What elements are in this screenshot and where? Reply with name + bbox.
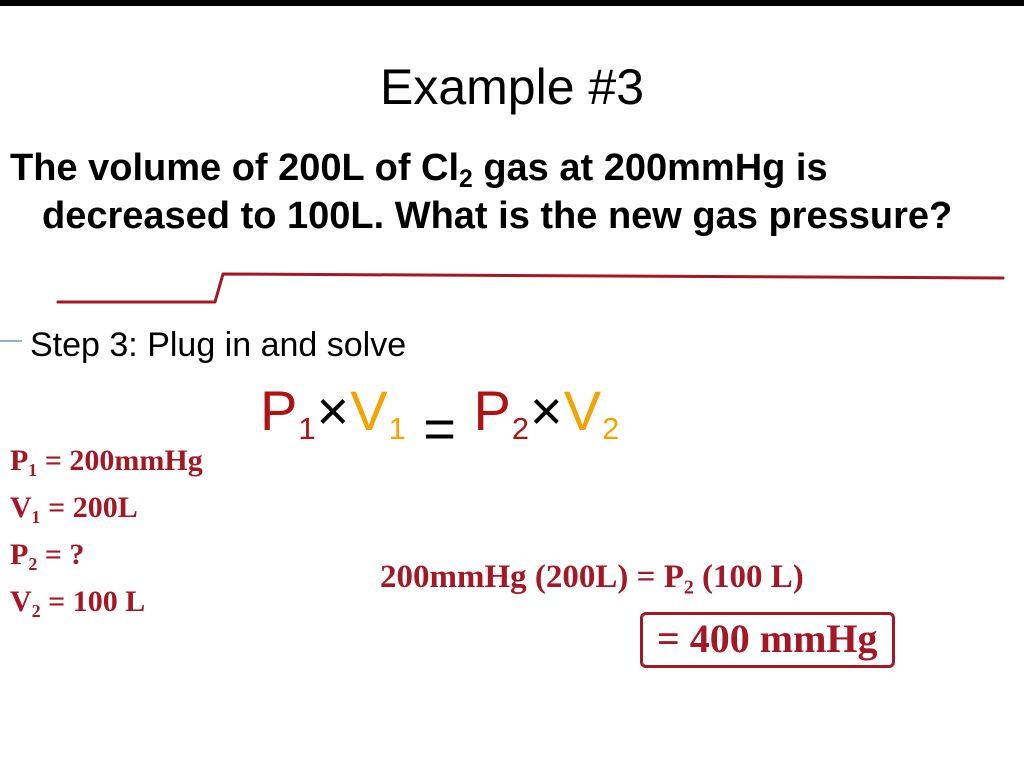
answer-box: = 400 mmHg — [640, 612, 895, 668]
question-line2: decreased to 100L. What is the new gas p… — [42, 193, 1010, 241]
underline-annotation — [55, 270, 1015, 310]
bullet-dash — [0, 340, 22, 342]
formula-P1: P1 — [260, 379, 317, 442]
substitution-equation: 200mmHg (200L) = P₂ (100 L) — [380, 559, 804, 595]
window-top-border — [0, 0, 1024, 6]
formula-V2: V2 — [564, 379, 621, 442]
slide: { "title": "Example #3", "question_line1… — [0, 0, 1024, 768]
slide-title: Example #3 — [0, 58, 1024, 116]
final-answer: = 400 mmHg — [640, 612, 895, 668]
times-2: × — [530, 379, 564, 442]
given-P1: P₁ = 200mmHg — [10, 444, 203, 477]
question-line1b: gas at 200mmHg is — [473, 147, 828, 189]
formula-P2: P2 — [474, 379, 531, 442]
given-P2: P₂ = ? — [10, 538, 203, 571]
equals: = — [423, 396, 457, 461]
cl-subscript: 2 — [459, 166, 473, 193]
formula-V1: V1 — [350, 379, 407, 442]
problem-statement: The volume of 200L of Cl2 gas at 200mmHg… — [10, 145, 1010, 240]
step-label: Step 3: Plug in and solve — [30, 326, 406, 365]
boyles-law-formula: P1×V1 = P2×V2 — [260, 378, 620, 443]
times-1: × — [317, 379, 351, 442]
given-values: P₁ = 200mmHg V₁ = 200L P₂ = ? V₂ = 100 L — [10, 444, 203, 632]
given-V2: V₂ = 100 L — [10, 585, 203, 618]
question-line1a: The volume of 200L of Cl — [10, 147, 459, 189]
given-V1: V₁ = 200L — [10, 491, 203, 524]
